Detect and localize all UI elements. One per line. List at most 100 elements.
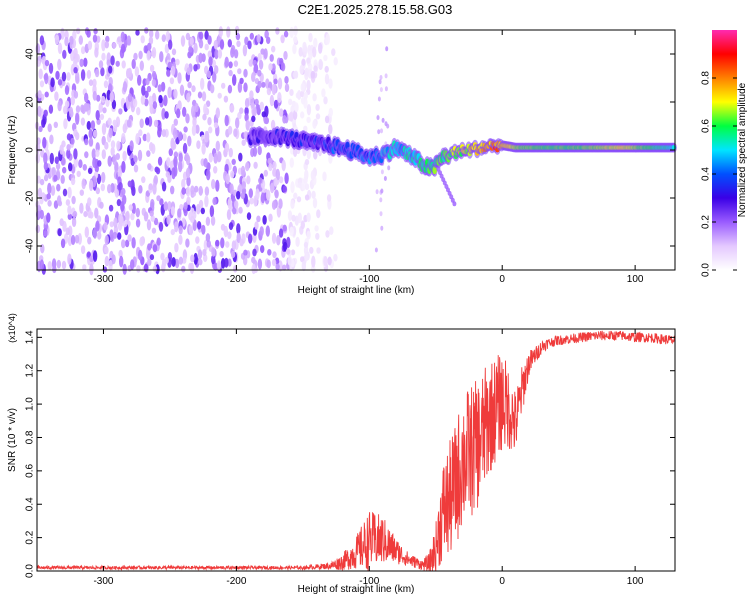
noise-blob [237,81,243,93]
snr-y-tick-label: 0.2 [25,530,36,544]
noise-blob [185,167,191,179]
noise-blob [322,171,327,182]
noise-blob [213,39,218,50]
noise-blob [43,174,49,182]
noise-blob [190,215,195,223]
noise-blob [134,66,140,77]
noise-blob [53,200,59,209]
noise-blob [184,152,189,161]
noise-blob [133,164,139,173]
noise-blob [252,248,257,257]
noise-blob [260,245,265,254]
noise-blob [318,58,323,69]
noise-blob [98,60,104,69]
noise-blob [378,79,382,85]
noise-blob [269,94,275,107]
noise-blob [240,165,246,177]
noise-blob [220,258,226,269]
noise-blob [257,145,262,156]
noise-blob [156,237,161,246]
noise-blob [149,210,154,217]
noise-blob [325,33,330,45]
noise-blob [109,91,115,103]
noise-blob [139,60,144,71]
noise-blob [72,210,78,218]
noise-blob [56,183,61,192]
noise-blob [170,65,176,76]
noise-blob [35,152,41,164]
noise-blob [79,58,84,68]
snr-y-label: SNR (10 * v/v) [7,408,18,472]
noise-blob [70,234,76,246]
noise-blob [303,125,308,132]
noise-blob [300,82,305,92]
noise-blob [52,265,57,274]
noise-blob [227,39,232,48]
noise-blob [152,183,157,195]
noise-blob [104,246,109,254]
noise-blob [151,143,156,155]
noise-blob [293,25,298,36]
noise-blob [212,71,217,83]
spectrogram-y-tick-label: 0 [25,147,36,153]
noise-blob [92,250,98,262]
noise-blob [273,78,278,85]
noise-blob [290,199,295,209]
noise-blob [97,160,102,167]
noise-blob [259,101,264,111]
noise-blob [252,146,258,157]
noise-blob [283,241,288,252]
noise-blob [251,263,256,275]
noise-blob [328,153,333,164]
noise-blob [43,73,48,81]
noise-blob [88,179,94,192]
noise-blob [296,196,302,203]
noise-blob [290,249,296,256]
noise-blob [146,50,151,61]
noise-blob [191,85,196,93]
colorbar-tick-label: 0.0 [701,263,712,277]
snr-x-tick-label: 0 [499,576,505,587]
noise-blob [202,248,207,257]
noise-blob [193,64,198,72]
noise-blob [83,57,88,67]
noise-blob [248,59,253,67]
noise-blob [318,42,323,54]
noise-blob [47,123,52,133]
noise-blob [232,74,237,86]
noise-blob [249,32,254,40]
noise-blob [381,117,385,123]
noise-blob [328,78,333,89]
noise-blob [205,216,211,226]
noise-blob [46,193,51,200]
noise-blob [115,153,121,160]
noise-blob [117,232,122,240]
noise-blob [295,92,301,99]
noise-blob [101,39,106,52]
noise-blob [206,70,211,79]
noise-blob [233,128,238,138]
noise-blob [88,128,93,139]
noise-blob [306,104,312,116]
snr-y-tick-label: 0.6 [25,463,36,477]
noise-blob [321,88,326,98]
noise-blob [146,85,152,93]
noise-blob [280,62,286,72]
noise-blob [205,100,211,107]
noise-blob [211,247,216,257]
snr-series [36,330,676,572]
noise-blob [204,186,210,196]
noise-blob [215,239,220,247]
noise-blob [68,162,73,172]
noise-blob [99,113,105,120]
noise-blob [271,45,276,53]
spectrogram-y-tick-label: 20 [25,96,36,108]
noise-blob [261,111,266,118]
noise-blob [274,189,279,199]
noise-blob [103,80,109,89]
noise-blob [249,90,254,99]
noise-blob [65,199,71,206]
noise-blob [238,206,243,214]
noise-blob [175,58,180,66]
noise-blob [194,102,199,113]
